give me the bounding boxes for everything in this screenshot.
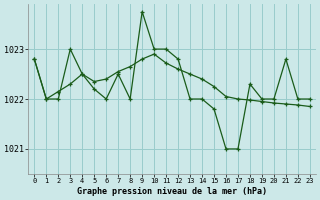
X-axis label: Graphe pression niveau de la mer (hPa): Graphe pression niveau de la mer (hPa) [77,187,267,196]
